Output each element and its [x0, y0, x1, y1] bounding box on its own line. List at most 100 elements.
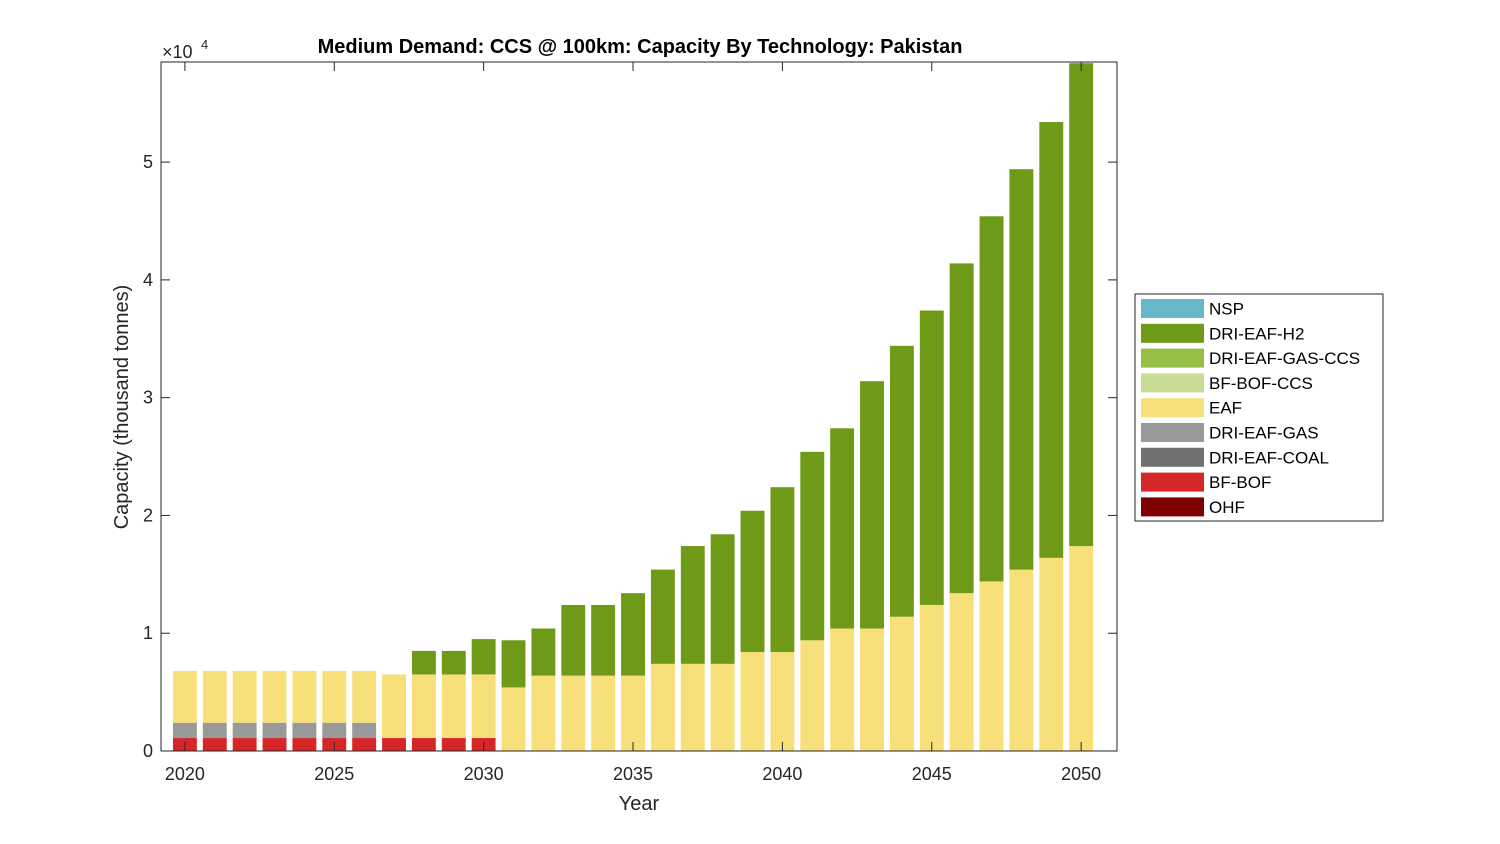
- y-tick-label: 5: [143, 152, 153, 172]
- y-tick-label: 3: [143, 388, 153, 408]
- x-tick-label: 2025: [314, 764, 354, 784]
- bar-eaf-2049: [1039, 557, 1064, 751]
- bar-eaf-2024: [292, 670, 317, 723]
- legend-swatch-ohf: [1141, 497, 1204, 517]
- bar-eaf-2031: [501, 687, 526, 751]
- bar-dri-eaf-gas-2022: [232, 722, 257, 739]
- bar-eaf-2026: [352, 670, 377, 723]
- bar-dri-eaf-h2-2045: [919, 310, 944, 605]
- bar-eaf-2046: [949, 593, 974, 751]
- bar-eaf-2050: [1069, 546, 1094, 751]
- y-tick-label: 0: [143, 741, 153, 761]
- bar-bf-bof-2028: [411, 738, 436, 751]
- y-tick-label: 4: [143, 270, 153, 290]
- y-tick-label: 2: [143, 505, 153, 525]
- legend-swatch-bf-bof: [1141, 472, 1204, 492]
- x-tick-label: 2045: [912, 764, 952, 784]
- legend-swatch-dri-eaf-coal: [1141, 447, 1204, 467]
- legend-swatch-dri-eaf-gas-ccs: [1141, 348, 1204, 368]
- bar-eaf-2028: [411, 674, 436, 739]
- legend-label-dri-eaf-gas-ccs: DRI-EAF-GAS-CCS: [1209, 349, 1360, 368]
- bar-eaf-2025: [322, 670, 347, 723]
- bar-eaf-2021: [202, 670, 227, 723]
- bar-eaf-2034: [591, 675, 616, 751]
- bar-eaf-2047: [979, 581, 1004, 751]
- bar-eaf-2036: [650, 663, 675, 751]
- bar-dri-eaf-h2-2034: [591, 604, 616, 676]
- legend-label-bf-bof: BF-BOF: [1209, 473, 1271, 492]
- x-tick-label: 2035: [613, 764, 653, 784]
- y-tick-label: 1: [143, 623, 153, 643]
- bar-eaf-2045: [919, 604, 944, 751]
- bar-dri-eaf-gas-2023: [262, 722, 287, 739]
- bar-bf-bof-2026: [352, 738, 377, 751]
- bar-bf-bof-2027: [382, 738, 406, 751]
- bar-dri-eaf-h2-2035: [621, 593, 645, 676]
- x-axis-label: Year: [619, 793, 660, 815]
- x-tick-label: 2030: [464, 764, 504, 784]
- bar-dri-eaf-h2-2029: [441, 650, 466, 675]
- bar-eaf-2040: [770, 652, 795, 751]
- bar-bf-bof-2021: [202, 738, 227, 751]
- legend-label-dri-eaf-h2: DRI-EAF-H2: [1209, 324, 1304, 343]
- bar-dri-eaf-gas-2024: [292, 722, 317, 739]
- bar-bf-bof-2024: [292, 738, 317, 751]
- bar-dri-eaf-h2-2043: [860, 381, 884, 629]
- legend-label-eaf: EAF: [1209, 399, 1242, 418]
- bar-eaf-2042: [830, 628, 855, 751]
- bar-dri-eaf-h2-2038: [710, 534, 735, 664]
- bar-bf-bof-2029: [441, 738, 466, 751]
- bar-eaf-2048: [1009, 569, 1034, 751]
- bar-eaf-2035: [621, 675, 645, 751]
- legend-label-dri-eaf-coal: DRI-EAF-COAL: [1209, 448, 1329, 467]
- bar-eaf-2022: [232, 670, 257, 723]
- bar-dri-eaf-gas-2020: [172, 722, 197, 739]
- bar-eaf-2044: [889, 616, 914, 751]
- y-exponent-label: ×10: [162, 42, 193, 62]
- bar-eaf-2033: [561, 675, 586, 751]
- legend-swatch-eaf: [1141, 398, 1204, 418]
- legend-swatch-dri-eaf-gas: [1141, 423, 1204, 442]
- bar-dri-eaf-h2-2037: [680, 546, 705, 664]
- bar-eaf-2027: [382, 674, 406, 739]
- bar-dri-eaf-h2-2044: [889, 345, 914, 617]
- bar-dri-eaf-h2-2032: [531, 628, 556, 676]
- bar-eaf-2020: [172, 670, 197, 723]
- bar-dri-eaf-h2-2050: [1069, 63, 1094, 547]
- bar-dri-eaf-h2-2046: [949, 263, 974, 594]
- bar-dri-eaf-gas-2026: [352, 722, 377, 739]
- legend-label-ohf: OHF: [1209, 498, 1245, 517]
- bar-dri-eaf-h2-2033: [561, 604, 586, 676]
- legend-swatch-bf-bof-ccs: [1141, 373, 1204, 393]
- y-axis-label: Capacity (thousand tonnes): [111, 285, 133, 530]
- bar-eaf-2037: [680, 663, 705, 751]
- bar-eaf-2043: [860, 628, 884, 751]
- bar-dri-eaf-h2-2036: [650, 569, 675, 664]
- plot-area-frame: [160, 61, 1118, 752]
- bar-dri-eaf-h2-2031: [501, 640, 526, 688]
- bar-dri-eaf-gas-2021: [202, 722, 227, 739]
- legend-label-nsp: NSP: [1209, 300, 1244, 319]
- bar-bf-bof-2022: [232, 738, 257, 751]
- x-tick-label: 2020: [165, 764, 205, 784]
- y-axis-ticks: 0 1 2 3 4 5: [143, 152, 1117, 761]
- y-exponent: ×10 4: [162, 37, 208, 62]
- bar-dri-eaf-h2-2039: [740, 510, 765, 653]
- bar-dri-eaf-h2-2049: [1039, 122, 1064, 558]
- bar-dri-eaf-h2-2030: [471, 639, 496, 675]
- bars: [172, 63, 1094, 751]
- chart-title: Medium Demand: CCS @ 100km: Capacity By …: [318, 36, 963, 58]
- bar-dri-eaf-h2-2040: [770, 487, 795, 653]
- legend-label-bf-bof-ccs: BF-BOF-CCS: [1209, 374, 1313, 393]
- bar-eaf-2038: [710, 663, 735, 751]
- legend-label-dri-eaf-gas: DRI-EAF-GAS: [1209, 424, 1319, 443]
- bar-eaf-2030: [471, 674, 496, 739]
- bar-bf-bof-2023: [262, 738, 287, 751]
- legend: NSP DRI-EAF-H2 DRI-EAF-GAS-CCS BF-BOF-CCS EA…: [1134, 293, 1384, 522]
- legend-swatch-nsp: [1141, 299, 1204, 318]
- bar-eaf-2029: [441, 674, 466, 739]
- bar-dri-eaf-h2-2041: [800, 451, 825, 641]
- y-exponent-power: 4: [201, 37, 208, 52]
- x-axis-ticks: 2020 2025 2030 2035 2040 2045 2050: [165, 62, 1101, 784]
